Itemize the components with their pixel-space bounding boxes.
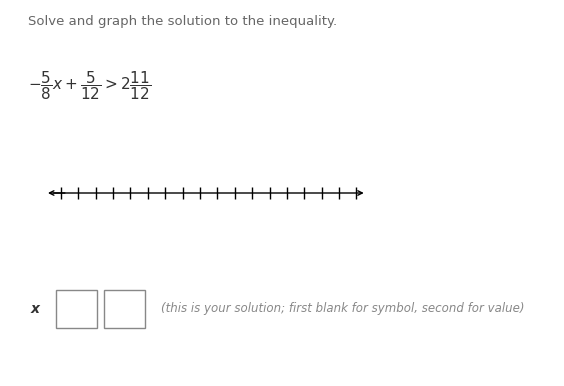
Text: (this is your solution; first blank for symbol, second for value): (this is your solution; first blank for …: [161, 302, 525, 315]
FancyBboxPatch shape: [56, 290, 97, 328]
FancyBboxPatch shape: [104, 290, 145, 328]
Text: $-\dfrac{5}{8}x+\dfrac{5}{12}>2\dfrac{11}{12}$: $-\dfrac{5}{8}x+\dfrac{5}{12}>2\dfrac{11…: [28, 69, 152, 102]
Text: Solve and graph the solution to the inequality.: Solve and graph the solution to the ineq…: [28, 15, 337, 29]
Text: x: x: [31, 302, 40, 316]
